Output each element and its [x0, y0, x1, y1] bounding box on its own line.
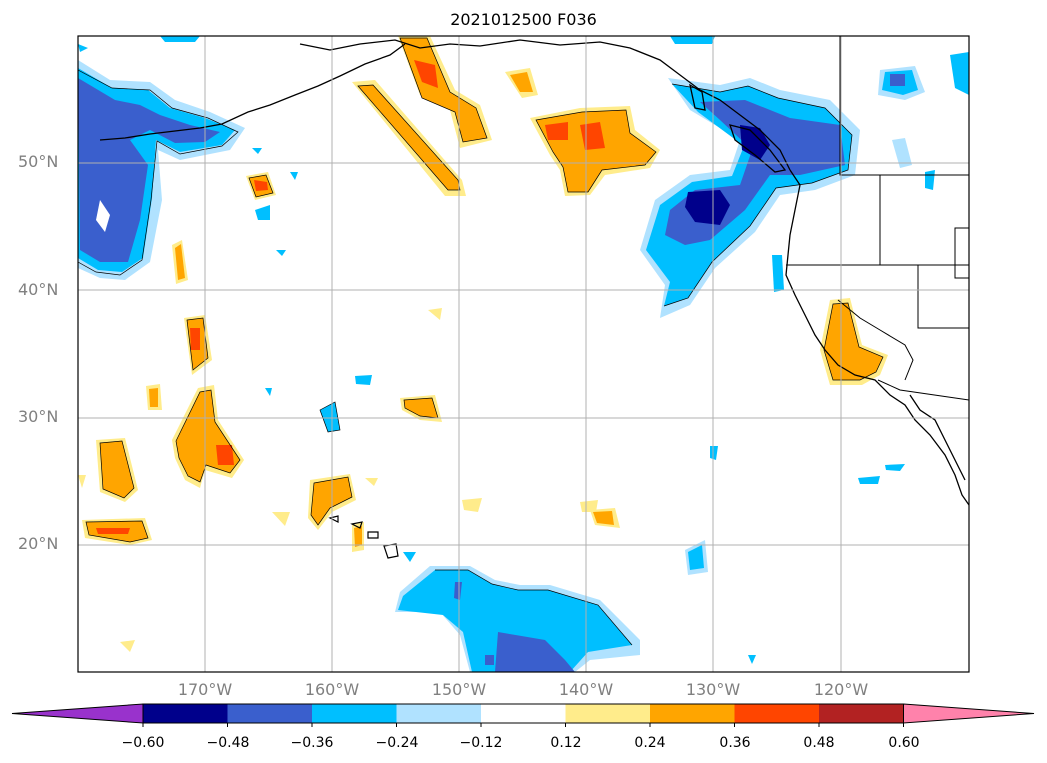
colorbar: [11, 703, 1035, 727]
colorbar-label: −0.24: [375, 735, 419, 751]
lon-label-160w: 160°W: [304, 680, 360, 699]
colorbar-outline: [142, 703, 904, 724]
orange-feature-north-band: [398, 36, 492, 148]
orange-feature-diagonal-band: [352, 80, 466, 196]
colorbar-label: 0.12: [550, 735, 582, 751]
colorbar-label: 0.48: [803, 735, 835, 751]
lat-label-50n: 50°N: [18, 152, 59, 171]
colorbar-arrow-right: [903, 703, 1035, 724]
coastlines: [99, 39, 969, 506]
colorbar-label: −0.36: [290, 735, 334, 751]
orange-feature-central: [530, 106, 660, 196]
colorbar-swatch: [819, 704, 904, 723]
lat-label-20n: 20°N: [18, 534, 59, 553]
lon-label-130w: 130°W: [685, 680, 741, 699]
borders: [786, 36, 969, 401]
colorbar-swatch: [650, 704, 735, 723]
lat-label-30n: 30°N: [18, 407, 59, 426]
blue-feature-pacific-northwest: [640, 78, 860, 318]
colorbar-arrow-left: [11, 703, 144, 724]
colorbar-label: 0.24: [634, 735, 666, 751]
colorbar-swatch: [396, 704, 481, 723]
lon-label-170w: 170°W: [177, 680, 233, 699]
colorbar-swatch: [734, 704, 819, 723]
colorbar-label: 0.36: [719, 735, 751, 751]
map-title: 2021012500 F036: [450, 10, 597, 29]
orange-feature-california: [820, 298, 888, 385]
map-frame: [77, 35, 970, 673]
lon-label-120w: 120°W: [813, 680, 869, 699]
colorbar-swatch: [227, 704, 312, 723]
colorbar-label: 0.60: [888, 735, 920, 751]
lon-label-150w: 150°W: [431, 680, 487, 699]
colorbar-label: −0.12: [459, 735, 503, 751]
colorbar-label: −0.48: [206, 735, 250, 751]
colorbar-swatch: [565, 704, 650, 723]
colorbar-swatch: [143, 704, 228, 723]
contour-fields: [78, 36, 969, 672]
colorbar-swatch: [481, 704, 566, 723]
colorbar-swatch: [312, 704, 397, 723]
contour-lines: [78, 37, 884, 646]
blue-feature-northwest: [78, 60, 245, 280]
lon-label-140w: 140°W: [558, 680, 614, 699]
graticule: [78, 36, 969, 672]
colorbar-label: −0.60: [121, 735, 165, 751]
lat-label-40n: 40°N: [18, 280, 59, 299]
blue-feature-south: [395, 566, 640, 672]
